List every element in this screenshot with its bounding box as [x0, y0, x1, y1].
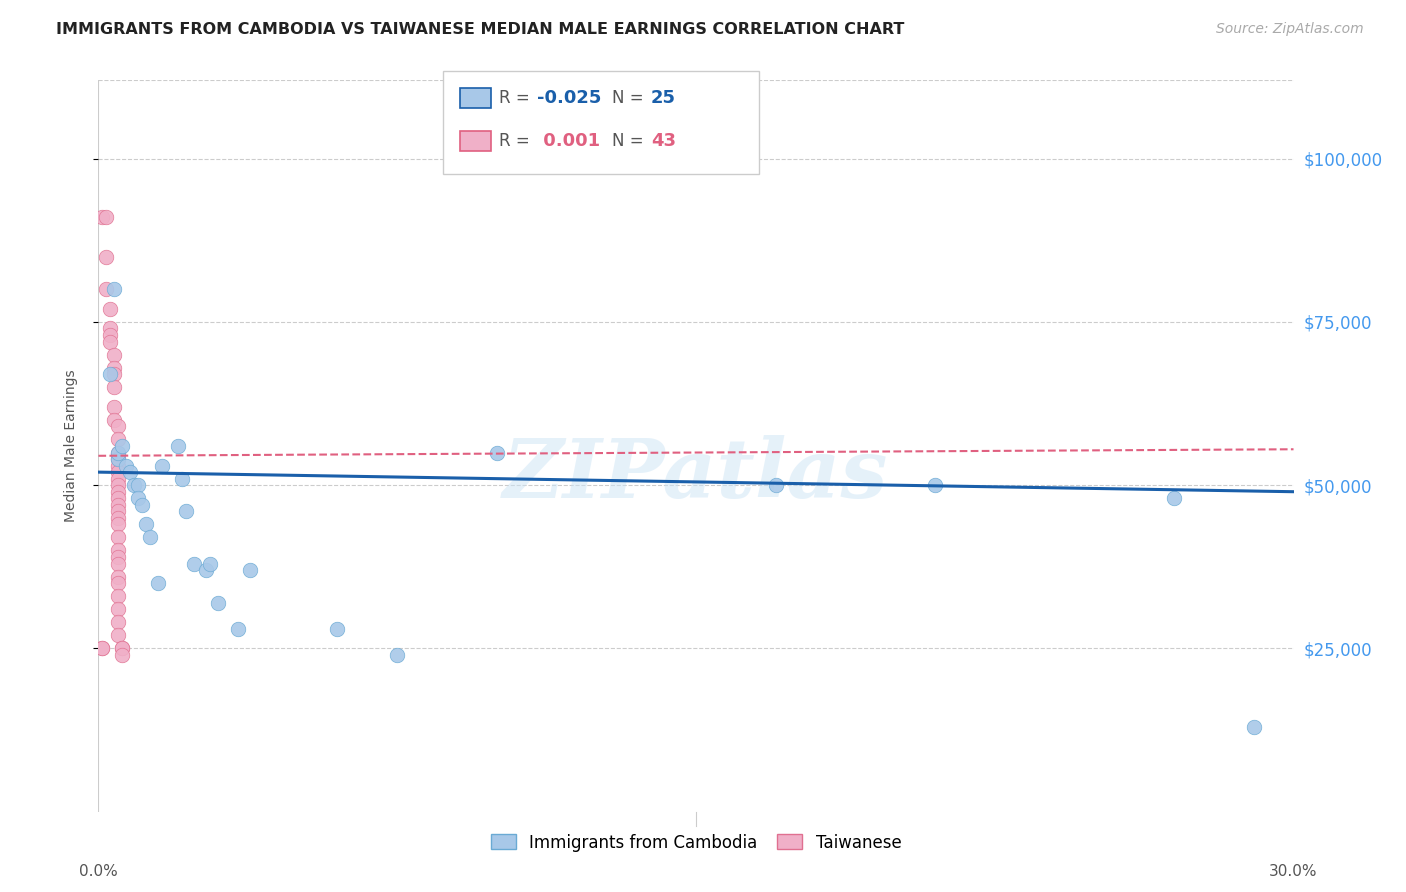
Point — [111, 641, 134, 656]
Point — [103, 367, 125, 381]
Point — [107, 530, 129, 544]
Point — [107, 576, 129, 591]
Point — [111, 648, 134, 662]
Text: 43: 43 — [651, 132, 676, 150]
Point — [172, 472, 194, 486]
Point — [765, 478, 787, 492]
Text: R =: R = — [499, 89, 536, 107]
Text: 30.0%: 30.0% — [1270, 864, 1317, 879]
Point — [139, 530, 162, 544]
Point — [103, 360, 125, 375]
Point — [103, 413, 125, 427]
Point — [107, 465, 129, 479]
Point — [107, 458, 129, 473]
Point — [107, 433, 129, 447]
Point — [91, 641, 114, 656]
Point — [124, 478, 146, 492]
Point — [485, 445, 508, 459]
Point — [91, 211, 114, 225]
Point — [107, 517, 129, 532]
Point — [107, 628, 129, 642]
Point — [98, 321, 122, 335]
Point — [98, 328, 122, 343]
Point — [96, 282, 118, 296]
Point — [103, 347, 125, 362]
Point — [91, 641, 114, 656]
Point — [107, 549, 129, 564]
Text: Source: ZipAtlas.com: Source: ZipAtlas.com — [1216, 22, 1364, 37]
Point — [115, 458, 138, 473]
Point — [183, 557, 205, 571]
Point — [107, 491, 129, 506]
Point — [127, 491, 149, 506]
Point — [98, 301, 122, 316]
Point — [98, 367, 122, 381]
Point — [96, 250, 118, 264]
Point — [107, 452, 129, 467]
Point — [111, 439, 134, 453]
Point — [107, 498, 129, 512]
Point — [107, 511, 129, 525]
Point — [924, 478, 946, 492]
Point — [150, 458, 173, 473]
Point — [107, 445, 129, 459]
Text: IMMIGRANTS FROM CAMBODIA VS TAIWANESE MEDIAN MALE EARNINGS CORRELATION CHART: IMMIGRANTS FROM CAMBODIA VS TAIWANESE ME… — [56, 22, 904, 37]
Point — [98, 334, 122, 349]
Text: ZIPatlas: ZIPatlas — [503, 435, 889, 516]
Point — [198, 557, 221, 571]
Point — [127, 478, 149, 492]
Point — [135, 517, 157, 532]
Point — [131, 498, 153, 512]
Point — [107, 589, 129, 603]
Point — [326, 622, 349, 636]
Text: 25: 25 — [651, 89, 676, 107]
Point — [107, 543, 129, 558]
Point — [174, 504, 197, 518]
Text: R =: R = — [499, 132, 536, 150]
Legend: Immigrants from Cambodia, Taiwanese: Immigrants from Cambodia, Taiwanese — [484, 827, 908, 858]
Text: 0.001: 0.001 — [537, 132, 600, 150]
Point — [148, 576, 170, 591]
Text: 0.0%: 0.0% — [79, 864, 118, 879]
Point — [107, 478, 129, 492]
Point — [107, 557, 129, 571]
Point — [107, 472, 129, 486]
Point — [120, 465, 142, 479]
Point — [107, 569, 129, 583]
Point — [111, 641, 134, 656]
Point — [1243, 720, 1265, 734]
Point — [103, 380, 125, 394]
Text: N =: N = — [612, 89, 648, 107]
Point — [207, 596, 229, 610]
Point — [107, 452, 129, 467]
Point — [107, 484, 129, 499]
Text: N =: N = — [612, 132, 648, 150]
Point — [385, 648, 409, 662]
Point — [107, 445, 129, 459]
Y-axis label: Median Male Earnings: Median Male Earnings — [63, 369, 77, 523]
Text: -0.025: -0.025 — [537, 89, 602, 107]
Point — [96, 211, 118, 225]
Point — [239, 563, 262, 577]
Point — [195, 563, 218, 577]
Point — [107, 419, 129, 434]
Point — [1163, 491, 1185, 506]
Point — [103, 282, 125, 296]
Point — [226, 622, 249, 636]
Point — [103, 400, 125, 414]
Point — [107, 504, 129, 518]
Point — [167, 439, 190, 453]
Point — [107, 615, 129, 630]
Point — [107, 602, 129, 616]
